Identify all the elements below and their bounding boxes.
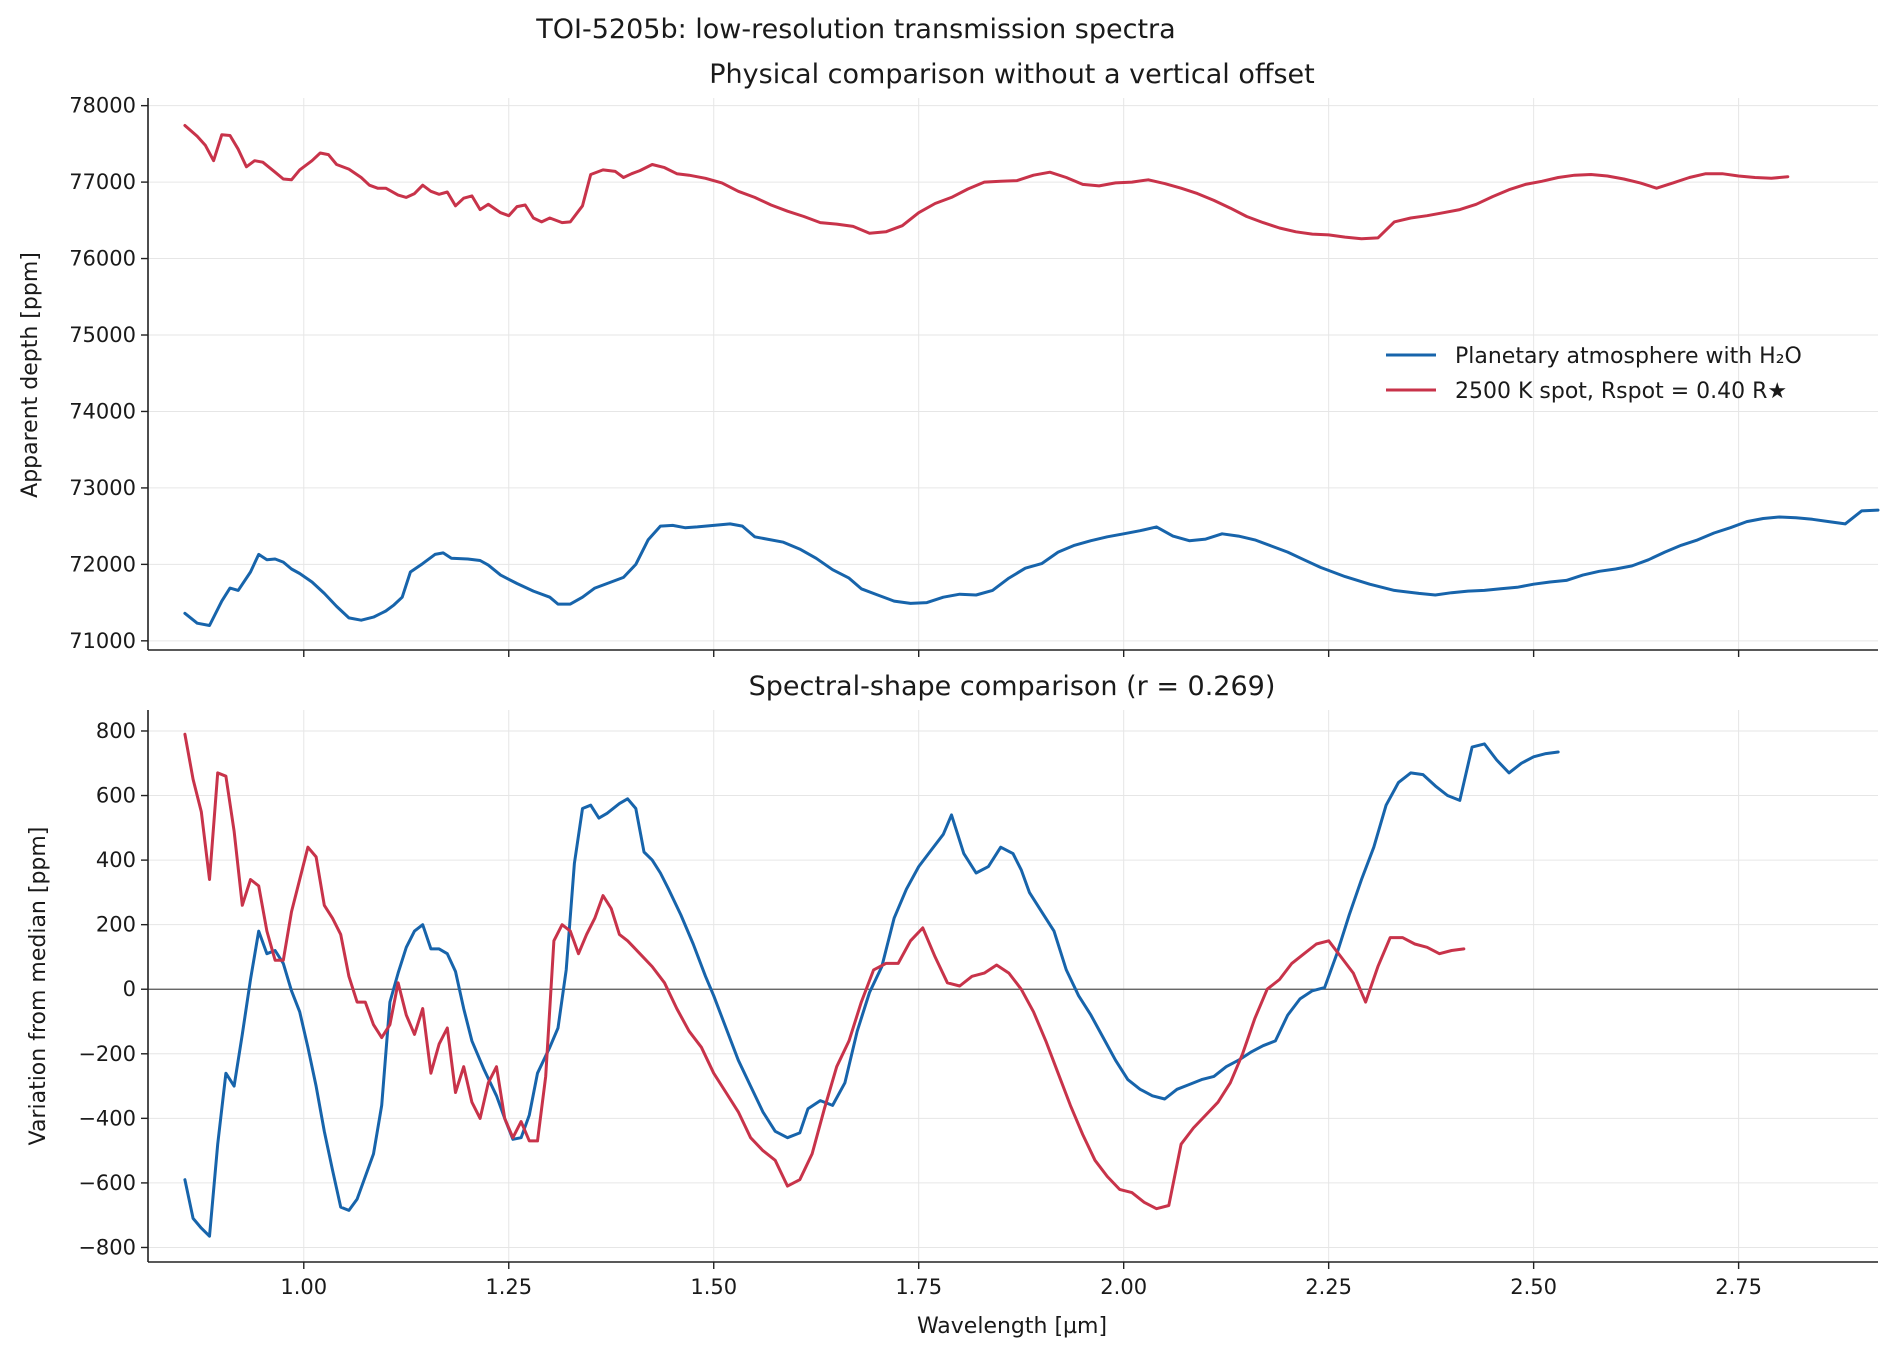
bottom-panel-ylabel: Variation from median [ppm] — [26, 827, 51, 1146]
bottom-panel-series — [183, 732, 1560, 1238]
x-tick-label: 1.00 — [280, 1275, 327, 1299]
y-tick-label: 0 — [123, 977, 136, 1001]
y-tick-label: −800 — [78, 1235, 136, 1259]
y-tick-label: −200 — [78, 1042, 136, 1066]
series-line-planet — [183, 508, 1880, 627]
y-tick-label: 78000 — [69, 94, 136, 118]
series-line-spot — [183, 124, 1790, 241]
y-tick-label: 400 — [96, 848, 136, 872]
bottom-panel-title: Spectral-shape comparison (r = 0.269) — [749, 671, 1276, 702]
y-tick-label: 200 — [96, 913, 136, 937]
x-tick-label: 2.50 — [1510, 1275, 1557, 1299]
legend-label-planet: Planetary atmosphere with H₂O — [1455, 344, 1802, 369]
series-line-spot — [183, 732, 1466, 1211]
bottom-panel-grid — [148, 710, 1878, 1262]
y-tick-label: 800 — [96, 719, 136, 743]
bottom-panel-axes — [147, 710, 1878, 1263]
y-tick-label: 71000 — [69, 629, 136, 653]
series-line-planet — [183, 742, 1560, 1238]
figure-suptitle: TOI-5205b: low-resolution transmission s… — [535, 14, 1175, 45]
y-tick-label: 74000 — [69, 399, 136, 423]
y-tick-label: −400 — [78, 1106, 136, 1130]
x-tick-label: 2.75 — [1715, 1275, 1762, 1299]
y-tick-label: 72000 — [69, 552, 136, 576]
top-panel-ticks: 71000 72000 73000 74000 75000 76000 77000 78000 — [69, 94, 1740, 657]
x-tick-label: 1.75 — [895, 1275, 942, 1299]
x-tick-label: 2.00 — [1100, 1275, 1147, 1299]
y-tick-label: 77000 — [69, 170, 136, 194]
x-tick-label: 1.25 — [485, 1275, 532, 1299]
top-panel-series — [183, 124, 1880, 627]
bottom-panel-ticks: 1.00 1.25 1.50 1.75 2.00 2.25 2.50 2.75 −800 −600… — [78, 719, 1762, 1299]
y-tick-label: 73000 — [69, 476, 136, 500]
top-panel-ylabel: Apparent depth [ppm] — [18, 252, 43, 498]
bottom-panel-xlabel: Wavelength [µm] — [917, 1314, 1107, 1339]
legend-label-spot: 2500 K spot, Rspot = 0.40 R★ — [1455, 379, 1787, 404]
x-tick-label: 2.25 — [1305, 1275, 1352, 1299]
x-tick-label: 1.50 — [690, 1275, 737, 1299]
top-panel-grid — [148, 98, 1878, 650]
top-panel-axes — [147, 98, 1878, 651]
bottom-panel: Spectral-shape comparison (r = 0.269) 1.… — [26, 671, 1878, 1339]
legend: Planetary atmosphere with H₂O 2500 K spo… — [1386, 344, 1802, 404]
top-panel: Physical comparison without a vertical o… — [18, 59, 1880, 657]
y-tick-label: 76000 — [69, 247, 136, 271]
y-tick-label: 600 — [96, 784, 136, 808]
y-tick-label: −600 — [78, 1171, 136, 1195]
top-panel-title: Physical comparison without a vertical o… — [709, 59, 1315, 90]
y-tick-label: 75000 — [69, 323, 136, 347]
